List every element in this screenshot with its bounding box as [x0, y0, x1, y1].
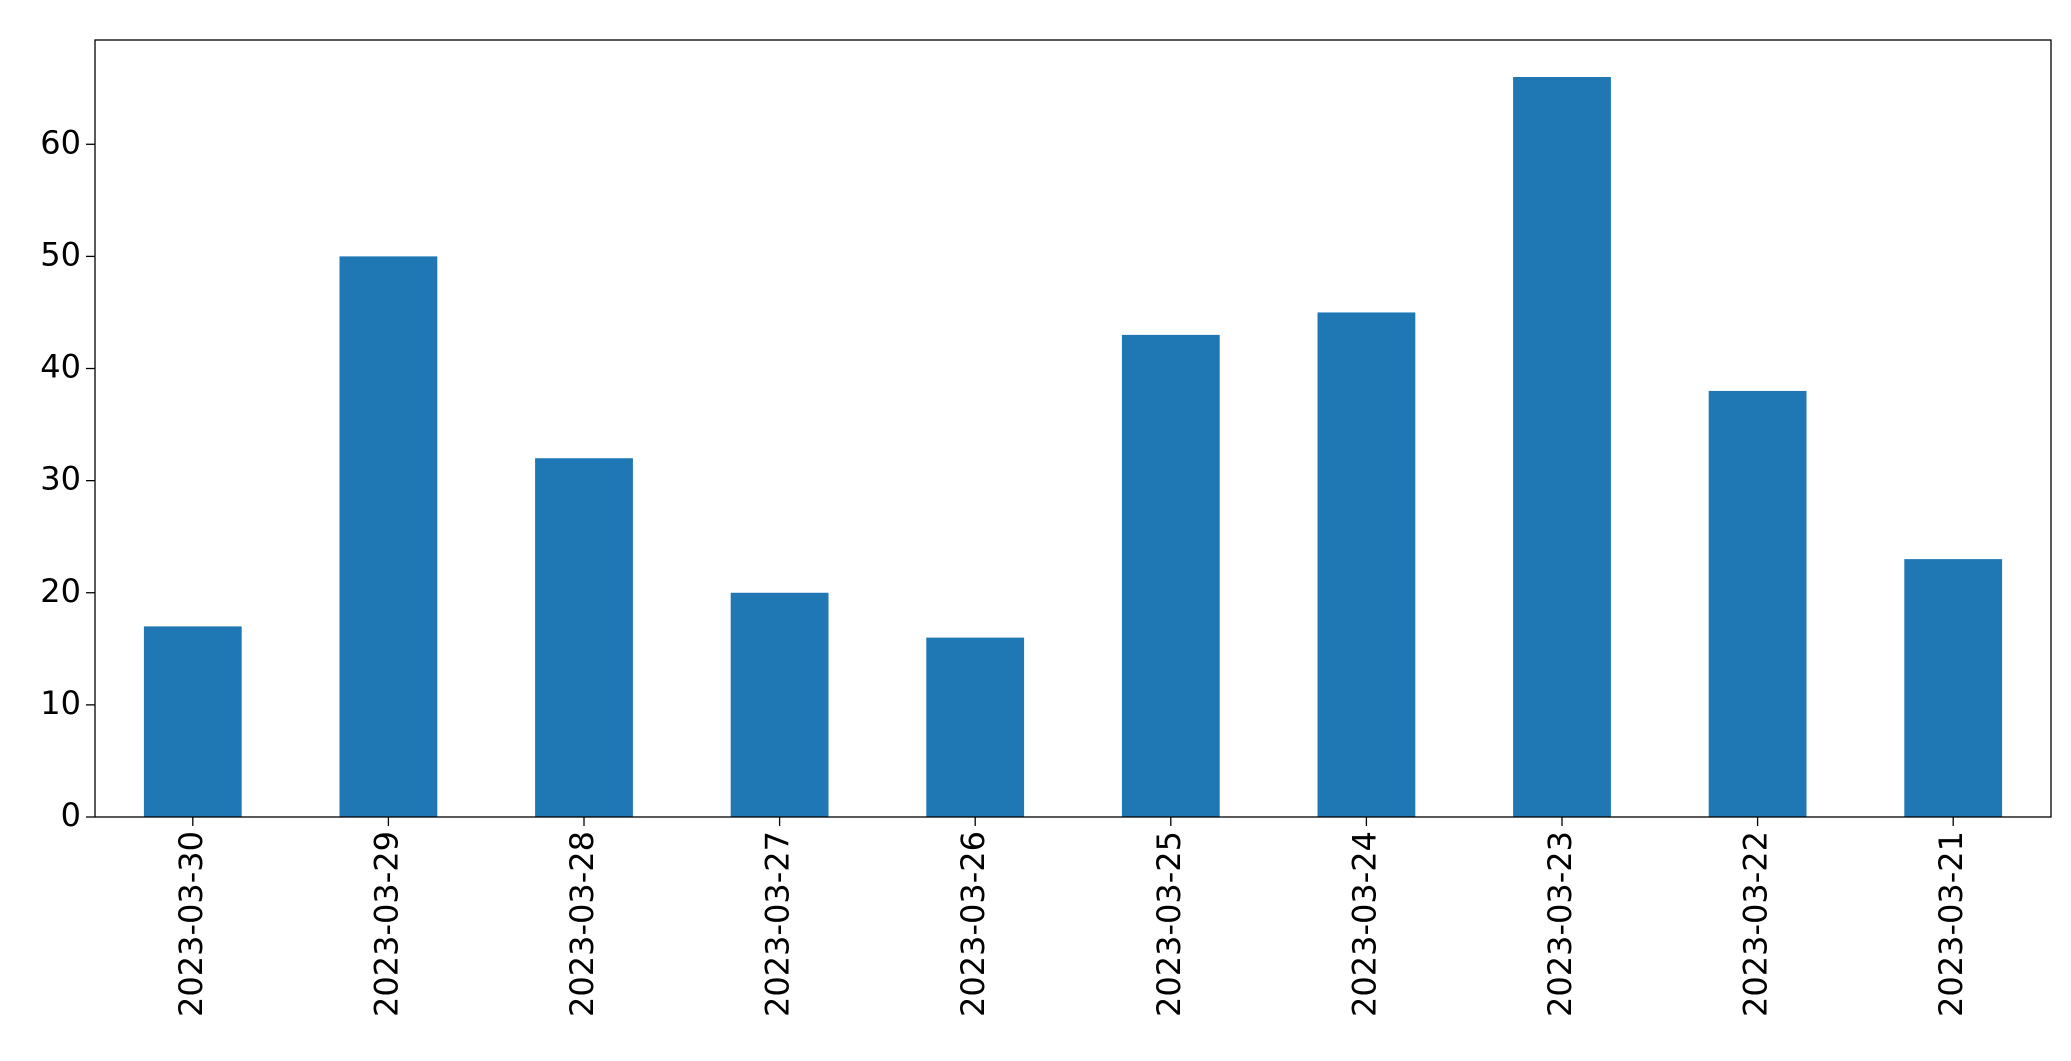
y-tick-label: 0 [61, 796, 81, 834]
x-tick-label: 2023-03-29 [367, 831, 405, 1017]
plot-frame [94, 39, 2052, 818]
y-tick-label: 40 [40, 348, 81, 386]
bar [1121, 334, 1220, 817]
y-tick-label: 20 [40, 572, 81, 610]
bar [1317, 312, 1416, 817]
y-tick-label: 50 [40, 235, 81, 273]
bar [535, 458, 633, 817]
y-tick-label: 10 [40, 684, 81, 722]
bar [1904, 559, 2003, 817]
bar [1513, 77, 1611, 817]
x-tick-label: 2023-03-30 [172, 831, 210, 1017]
x-tick-label: 2023-03-22 [1737, 831, 1775, 1017]
bar [143, 626, 242, 817]
x-tick-label: 2023-03-28 [563, 831, 601, 1017]
x-tick-label: 2023-03-21 [1932, 831, 1970, 1017]
x-tick-label: 2023-03-27 [759, 831, 797, 1017]
x-tick-label: 2023-03-25 [1150, 831, 1188, 1017]
y-tick-label: 30 [40, 460, 81, 498]
bar [1708, 390, 1807, 817]
y-tick-label: 60 [40, 123, 81, 161]
x-tick-label: 2023-03-24 [1345, 831, 1383, 1017]
bar [926, 637, 1025, 817]
bar [339, 256, 438, 818]
x-tick-label: 2023-03-23 [1541, 831, 1579, 1017]
bar [730, 592, 829, 817]
x-tick-label: 2023-03-26 [954, 831, 992, 1017]
